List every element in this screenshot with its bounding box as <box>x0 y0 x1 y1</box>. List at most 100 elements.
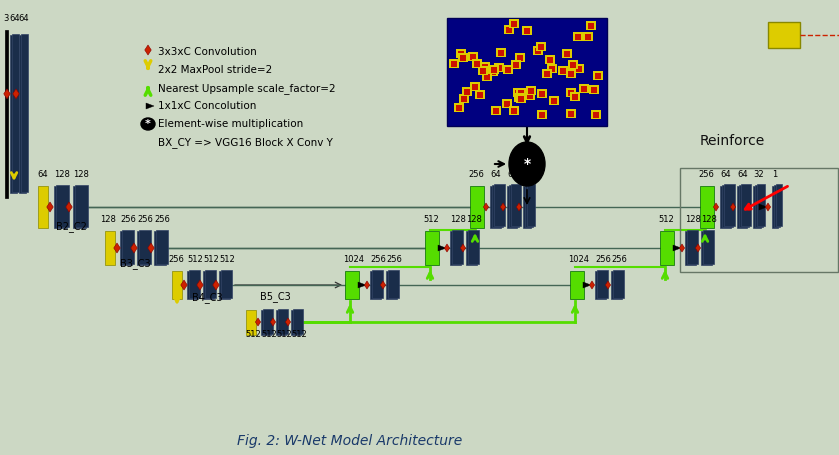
Bar <box>576 66 581 72</box>
Bar <box>527 184 535 226</box>
Bar <box>19 35 26 193</box>
Bar <box>593 112 599 118</box>
Bar <box>496 48 506 57</box>
Text: 256: 256 <box>698 170 714 179</box>
Text: Element-wise multiplication: Element-wise multiplication <box>158 119 303 129</box>
Bar <box>757 184 765 226</box>
Bar <box>205 270 216 298</box>
Text: 256: 256 <box>595 255 611 264</box>
Text: 128: 128 <box>54 170 70 179</box>
Bar <box>490 69 496 75</box>
Bar <box>549 96 559 105</box>
Bar <box>154 231 166 265</box>
Bar <box>513 62 519 68</box>
Bar <box>537 110 547 119</box>
Bar <box>537 89 547 98</box>
Bar <box>156 230 168 264</box>
Polygon shape <box>358 282 366 288</box>
Bar <box>613 270 624 298</box>
Bar <box>458 53 468 62</box>
Polygon shape <box>148 243 154 253</box>
Bar <box>534 47 541 54</box>
Bar <box>494 184 505 226</box>
Bar <box>568 90 574 96</box>
Bar <box>293 309 303 334</box>
Bar <box>755 185 763 227</box>
Bar <box>507 186 517 228</box>
Bar <box>498 50 504 56</box>
Bar <box>549 66 555 72</box>
Polygon shape <box>47 202 53 212</box>
Bar <box>489 65 499 74</box>
Bar <box>512 21 518 27</box>
Bar <box>524 28 530 34</box>
Bar <box>472 59 482 68</box>
Bar <box>470 186 484 228</box>
Bar <box>468 230 479 264</box>
Bar <box>263 309 273 334</box>
Bar <box>120 231 132 265</box>
Bar <box>490 186 501 228</box>
Bar <box>491 67 497 73</box>
Text: 512: 512 <box>261 330 277 339</box>
Bar <box>533 46 543 55</box>
Polygon shape <box>114 243 120 253</box>
Bar <box>470 82 480 91</box>
Bar <box>221 270 232 298</box>
Text: 128: 128 <box>701 215 717 224</box>
Polygon shape <box>483 203 488 211</box>
Bar <box>503 65 513 74</box>
Bar <box>470 54 477 60</box>
Text: 512: 512 <box>187 255 203 264</box>
Bar <box>21 34 28 192</box>
Bar <box>511 108 517 114</box>
Text: Fig. 2: W-Net Model Architecture: Fig. 2: W-Net Model Architecture <box>237 434 462 448</box>
Bar <box>477 92 482 98</box>
Text: 32: 32 <box>523 170 534 179</box>
Text: 256: 256 <box>386 255 402 264</box>
Bar <box>595 271 606 299</box>
Text: 512: 512 <box>658 215 674 224</box>
Text: 512: 512 <box>423 215 439 224</box>
Bar <box>219 271 230 299</box>
Bar <box>685 231 696 265</box>
Bar <box>737 186 747 228</box>
Bar <box>452 230 463 264</box>
Bar <box>482 65 487 71</box>
Bar <box>487 67 498 76</box>
Polygon shape <box>713 203 718 211</box>
Polygon shape <box>180 280 187 290</box>
Bar <box>73 186 86 228</box>
Text: B5_C3: B5_C3 <box>260 291 291 302</box>
Text: 256: 256 <box>154 215 169 224</box>
Text: 512: 512 <box>276 330 292 339</box>
Text: 1024: 1024 <box>343 255 364 264</box>
Bar <box>720 186 731 228</box>
Text: 512: 512 <box>203 255 219 264</box>
Text: 256: 256 <box>120 215 136 224</box>
Bar <box>591 86 597 92</box>
Bar <box>539 112 545 118</box>
Bar <box>261 310 271 335</box>
Bar <box>509 106 519 115</box>
Polygon shape <box>146 103 154 109</box>
Polygon shape <box>197 280 203 290</box>
Bar <box>575 34 581 40</box>
Text: 3x3xC Convolution: 3x3xC Convolution <box>158 47 257 57</box>
Bar <box>591 110 601 119</box>
Bar <box>592 71 602 80</box>
Bar <box>388 270 399 298</box>
Bar <box>700 186 714 228</box>
Text: 64: 64 <box>720 170 731 179</box>
Text: 512: 512 <box>245 330 261 339</box>
Polygon shape <box>680 244 685 252</box>
Bar <box>566 88 576 97</box>
Bar <box>571 62 576 68</box>
Bar <box>464 89 470 95</box>
Bar <box>545 55 555 64</box>
Polygon shape <box>696 244 701 252</box>
Text: 1x1xC Concolution: 1x1xC Concolution <box>158 101 257 111</box>
Text: 64: 64 <box>37 170 48 179</box>
Bar <box>539 91 545 97</box>
Bar <box>516 96 523 101</box>
